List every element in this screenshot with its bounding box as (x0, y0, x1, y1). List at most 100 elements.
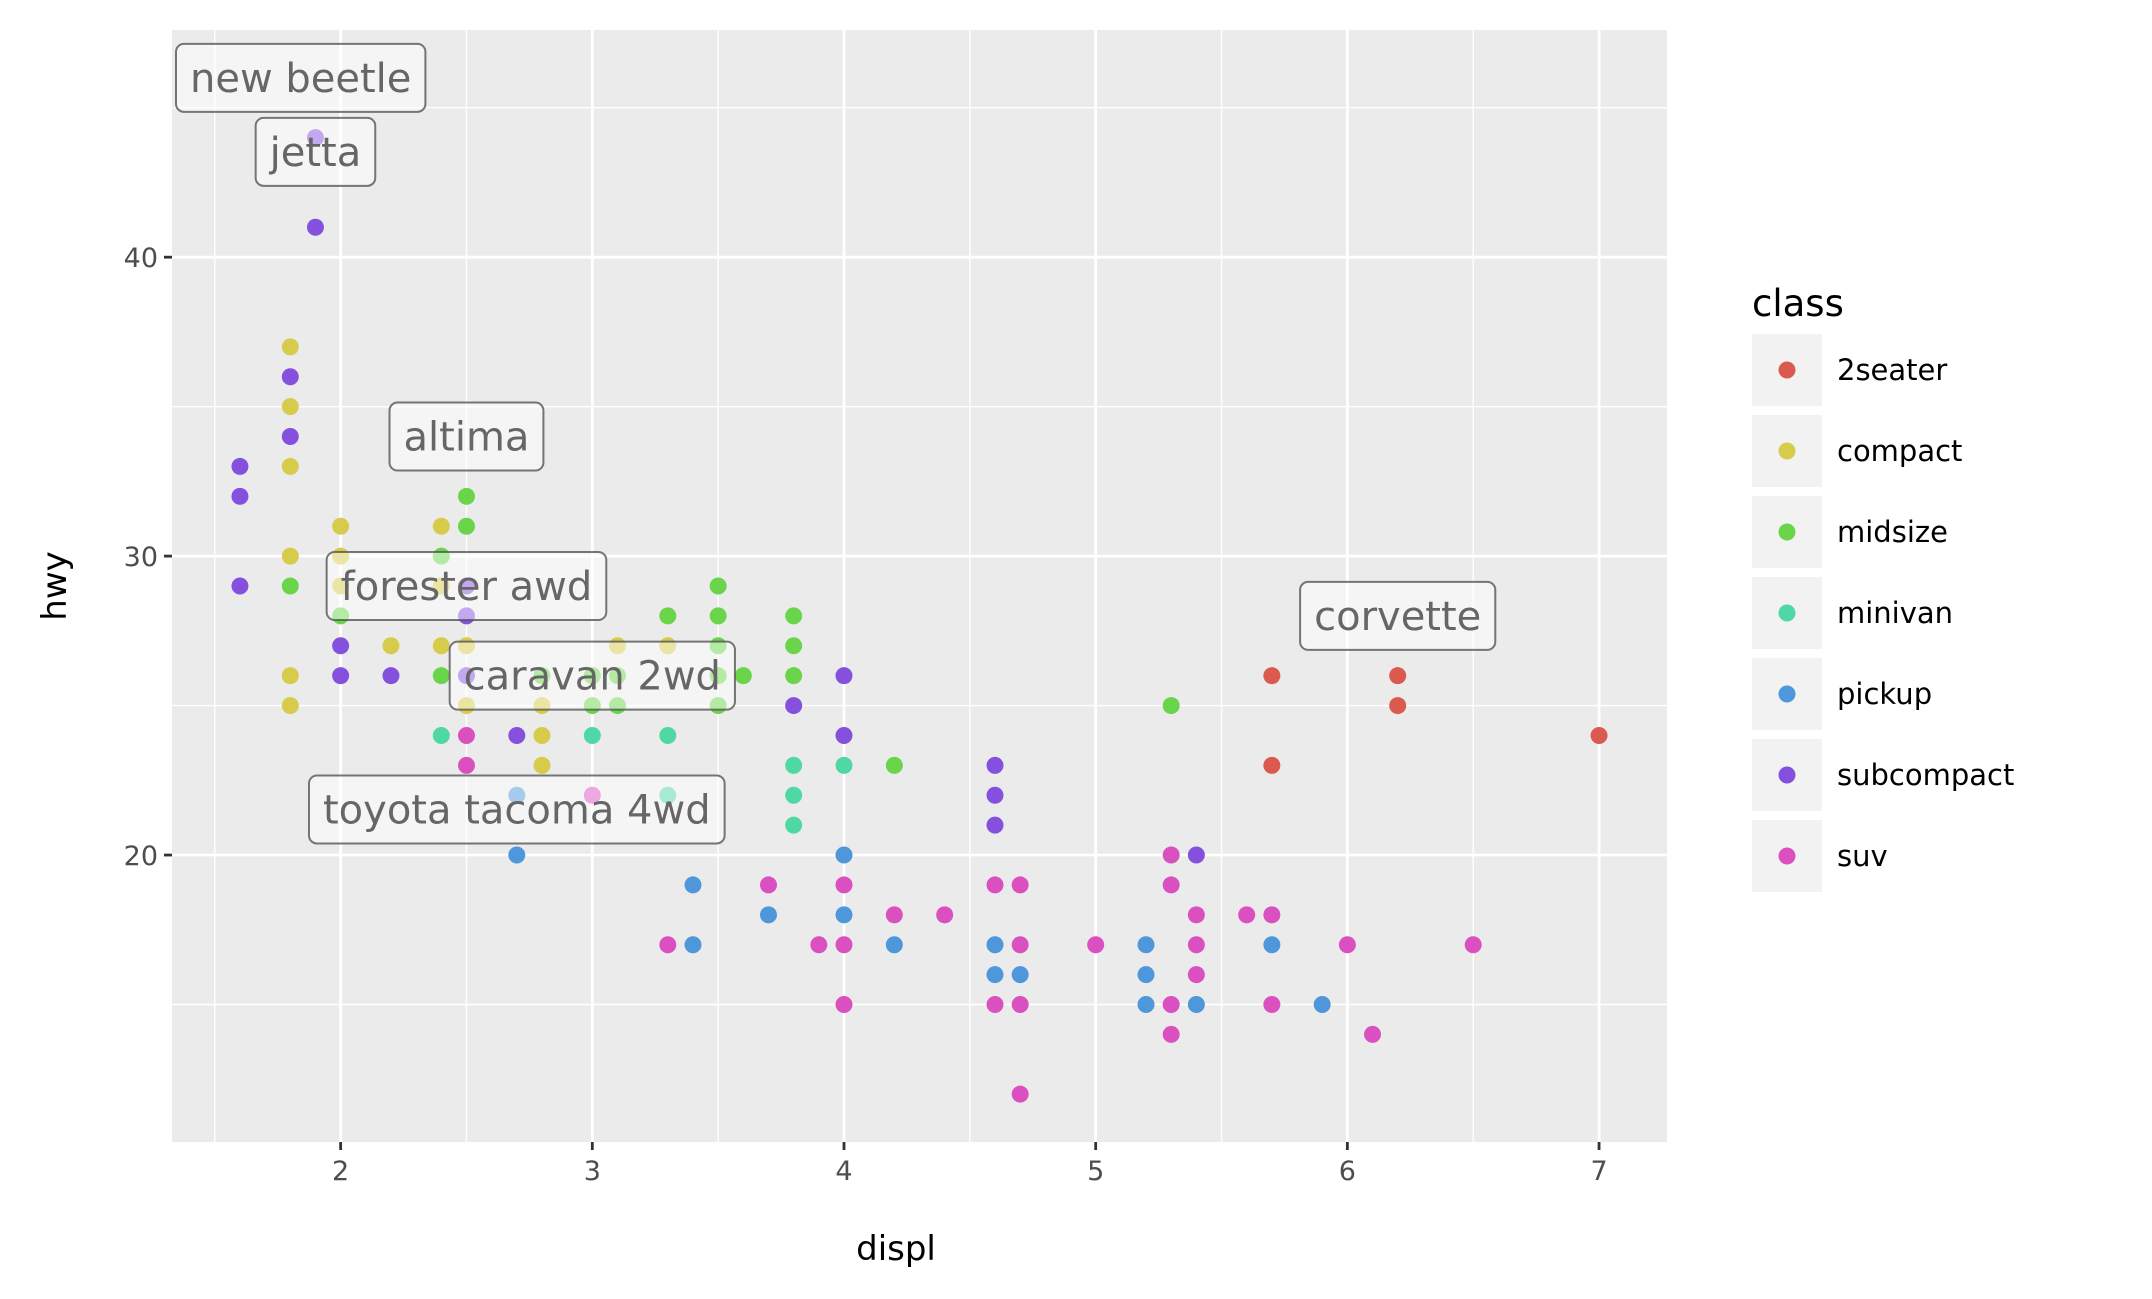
legend-item-midsize: midsize (1752, 496, 1948, 568)
point-pickup (1011, 966, 1029, 984)
point-midsize (1162, 697, 1180, 715)
point-suv (1011, 876, 1029, 894)
point-suv (1162, 995, 1180, 1013)
point-suv (457, 756, 475, 774)
point-suv (1162, 876, 1180, 894)
point-suv (1238, 906, 1256, 924)
point-midsize (457, 517, 475, 535)
point-suv (936, 906, 954, 924)
point-subcompact (231, 577, 249, 595)
point-compact (281, 338, 299, 356)
legend-label: subcompact (1837, 758, 2014, 792)
point-minivan (835, 756, 853, 774)
point-compact (281, 457, 299, 475)
point-pickup (1187, 995, 1205, 1013)
point-subcompact (332, 667, 350, 685)
label-box (307, 774, 726, 845)
point-2seater (1389, 667, 1407, 685)
point-pickup (1137, 966, 1155, 984)
y-tick-label: 40 (124, 243, 158, 274)
point-subcompact (835, 726, 853, 744)
x-tick-label: 5 (1087, 1156, 1104, 1187)
point-pickup (1263, 936, 1281, 954)
point-suv (1263, 995, 1281, 1013)
y-tick-label: 20 (124, 841, 158, 872)
point-minivan (432, 726, 450, 744)
y-tick-label: 30 (124, 542, 158, 573)
annotation-labels: new beetle jetta altima forester awd caravan… (175, 42, 1497, 845)
point-subcompact (835, 667, 853, 685)
point-midsize (734, 667, 752, 685)
point-2seater (1590, 726, 1608, 744)
label-box (448, 640, 736, 711)
point-pickup (1137, 995, 1155, 1013)
point-midsize (709, 577, 727, 595)
point-minivan (785, 816, 803, 834)
point-suv (1011, 1085, 1029, 1103)
point-midsize (432, 667, 450, 685)
point-subcompact (382, 667, 400, 685)
point-2seater (1263, 756, 1281, 774)
point-suv (457, 726, 475, 744)
label-box (254, 116, 377, 187)
x-tick-label: 3 (584, 1156, 601, 1187)
point-pickup (986, 966, 1004, 984)
point-suv (1464, 936, 1482, 954)
label-box (1299, 580, 1497, 651)
point-midsize (457, 487, 475, 505)
point-suv (986, 876, 1004, 894)
point-minivan (785, 786, 803, 804)
legend-item-compact: compact (1752, 415, 1962, 487)
legend-label: midsize (1837, 515, 1948, 549)
point-pickup (885, 936, 903, 954)
point-pickup (684, 876, 702, 894)
legend-swatch (1778, 361, 1796, 379)
point-midsize (281, 577, 299, 595)
point-subcompact (332, 637, 350, 655)
point-pickup (835, 906, 853, 924)
point-subcompact (231, 487, 249, 505)
label-text: toyota tacoma 4wd (323, 787, 711, 833)
point-compact (281, 697, 299, 715)
axes: 2 3 4 5 6 7 20 30 40 (124, 243, 1608, 1187)
label-jetta: jetta (254, 116, 377, 187)
label-new-beetle: new beetle (175, 42, 427, 113)
point-suv (1087, 936, 1105, 954)
point-subcompact (306, 218, 324, 236)
point-2seater (1389, 697, 1407, 715)
legend-swatch (1778, 442, 1796, 460)
legend-label: suv (1837, 839, 1888, 873)
x-tick-label: 4 (835, 1156, 852, 1187)
point-midsize (709, 607, 727, 625)
label-box (388, 401, 545, 472)
point-subcompact (281, 428, 299, 446)
point-midsize (659, 607, 677, 625)
x-axis-title: displ (856, 1229, 936, 1269)
legend-item-subcompact: subcompact (1752, 739, 2014, 811)
legend-item-suv: suv (1752, 820, 1888, 892)
point-midsize (785, 607, 803, 625)
legend-title: class (1752, 282, 1844, 325)
label-toyota-tacoma-4wd: toyota tacoma 4wd (307, 774, 726, 845)
point-suv (1263, 906, 1281, 924)
label-text: forester awd (341, 564, 593, 610)
point-minivan (583, 726, 601, 744)
point-compact (332, 517, 350, 535)
legend-swatch (1778, 847, 1796, 865)
label-text: jetta (269, 130, 362, 176)
x-tick-label: 2 (332, 1156, 349, 1187)
point-subcompact (231, 457, 249, 475)
legend-item-2seater: 2seater (1752, 334, 1947, 406)
label-text: new beetle (190, 56, 411, 102)
point-suv (1187, 906, 1205, 924)
point-midsize (785, 637, 803, 655)
legend-swatch (1778, 523, 1796, 541)
label-box (175, 42, 427, 113)
point-compact (432, 517, 450, 535)
point-subcompact (281, 368, 299, 386)
point-compact (533, 756, 551, 774)
point-minivan (785, 756, 803, 774)
point-compact (432, 637, 450, 655)
legend-label: pickup (1837, 677, 1932, 711)
point-pickup (1313, 995, 1331, 1013)
